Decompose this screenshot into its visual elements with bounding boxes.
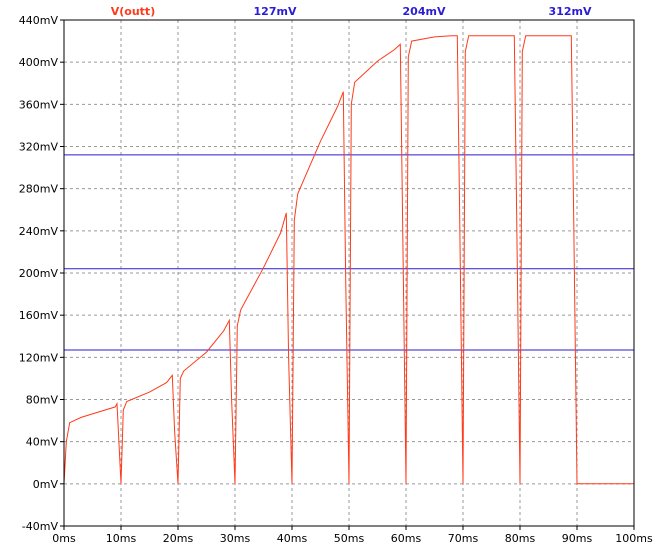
legend-label: 204mV <box>403 5 446 18</box>
y-tick-label: 280mV <box>19 183 59 196</box>
x-tick-label: 60ms <box>391 532 422 545</box>
y-tick-label: -40mV <box>22 520 59 533</box>
x-tick-label: 40ms <box>277 532 308 545</box>
series-line-voutt <box>63 35 634 485</box>
y-tick-label: 80mV <box>26 394 59 407</box>
x-tick-label: 10ms <box>106 532 137 545</box>
grid <box>64 20 634 526</box>
y-tick-label: 120mV <box>19 351 59 364</box>
x-tick-label: 50ms <box>334 532 365 545</box>
x-tick-label: 90ms <box>562 532 593 545</box>
y-tick-label: 200mV <box>19 267 59 280</box>
y-tick-label: 240mV <box>19 225 59 238</box>
axes: 0ms 10ms 20ms 30ms 40ms 50ms 60ms 70ms 80ms 90ms 1… <box>19 14 653 545</box>
y-tick-label: 40mV <box>26 436 59 449</box>
y-tick-label: 440mV <box>19 14 59 27</box>
x-tick-label: 70ms <box>448 532 479 545</box>
y-tick-label: 400mV <box>19 56 59 69</box>
x-tick-label: 80ms <box>505 532 536 545</box>
y-tick-label: 320mV <box>19 141 59 154</box>
trace <box>63 35 634 485</box>
legend-label: V(outt) <box>111 5 155 18</box>
x-tick-label: 0ms <box>52 532 76 545</box>
legend: V(outt) 127mV 204mV 312mV <box>111 5 592 18</box>
y-tick-label: 0mV <box>33 478 59 491</box>
legend-label: 127mV <box>254 5 297 18</box>
y-tick-label: 160mV <box>19 309 59 322</box>
y-tick-label: 360mV <box>19 98 59 111</box>
x-tick-label: 30ms <box>220 532 251 545</box>
reference-lines <box>64 154 634 351</box>
x-tick-label: 20ms <box>163 532 194 545</box>
legend-label: 312mV <box>549 5 592 18</box>
x-tick-label: 100ms <box>615 532 653 545</box>
